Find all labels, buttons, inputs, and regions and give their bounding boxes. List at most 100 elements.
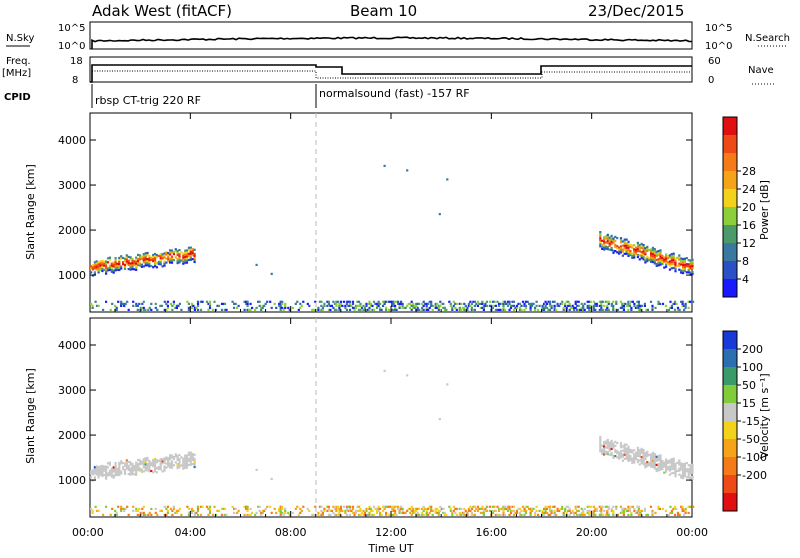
data-cell [627, 254, 630, 257]
data-cell [357, 304, 361, 307]
data-cell [642, 455, 645, 458]
data-cell [371, 513, 374, 516]
data-cell [443, 511, 446, 514]
data-cell [650, 459, 653, 462]
data-cell [523, 304, 526, 307]
data-cell [680, 271, 683, 274]
data-cell [640, 244, 643, 247]
data-cell [363, 511, 367, 514]
data-cell [529, 511, 532, 514]
data-cell [111, 507, 114, 510]
data-cell [616, 513, 619, 516]
data-cell [624, 507, 627, 510]
data-cell [638, 244, 641, 247]
data-cell [427, 513, 430, 516]
data-cell [422, 300, 425, 303]
data-cell [193, 308, 196, 311]
data-cell [553, 308, 556, 311]
data-cell [604, 308, 607, 311]
data-cell [300, 304, 303, 307]
data-cell [460, 507, 463, 510]
data-cell [651, 451, 655, 454]
data-cell [517, 302, 520, 305]
data-cell [524, 509, 528, 512]
velocity-colorbar-label: Velocity [m s⁻¹] [758, 373, 771, 458]
station-title: Adak West (fitACF) [92, 2, 232, 20]
data-cell [105, 465, 108, 468]
x-tick-label: 16:00 [475, 526, 507, 539]
data-cell [193, 256, 196, 260]
data-cell [683, 304, 686, 307]
data-cell [683, 265, 686, 268]
data-cell [118, 260, 121, 263]
data-cell [515, 306, 519, 309]
data-cell [466, 513, 469, 516]
data-cell [670, 466, 673, 469]
data-cell [672, 465, 675, 468]
data-cell [683, 462, 686, 465]
data-cell [371, 304, 374, 307]
data-cell [633, 453, 636, 456]
data-cell [425, 507, 428, 510]
data-cell [629, 456, 632, 460]
data-cell [689, 466, 692, 469]
data-cell [144, 254, 147, 257]
data-cell [463, 302, 466, 305]
data-cell [383, 507, 386, 510]
data-cell [155, 266, 158, 269]
data-cell [681, 302, 684, 305]
data-cell [497, 304, 501, 307]
data-cell [278, 509, 281, 512]
data-cell [360, 511, 364, 514]
data-cell [687, 267, 690, 270]
data-cell [528, 302, 531, 305]
data-cell [464, 509, 467, 512]
data-cell [278, 304, 281, 307]
data-cell [152, 253, 155, 257]
data-cell [655, 455, 658, 458]
data-cell [599, 446, 602, 449]
data-cell [631, 449, 634, 452]
data-cell [627, 455, 630, 458]
data-cell [637, 308, 640, 311]
data-cell [154, 259, 157, 262]
data-cell [129, 264, 132, 267]
data-cell [144, 467, 147, 470]
data-cell [284, 507, 287, 510]
data-cell [189, 455, 192, 458]
data-cell [583, 302, 586, 305]
data-cell [437, 513, 440, 516]
nsearch-label: N.Search [745, 33, 790, 44]
data-cell [135, 268, 138, 271]
data-cell [565, 511, 568, 514]
data-cell [105, 471, 108, 474]
data-cell [460, 308, 463, 311]
y-tick-label: 4000 [58, 134, 86, 147]
data-cell [176, 465, 179, 468]
data-cell [189, 252, 192, 255]
data-cell [653, 455, 656, 458]
data-cell [640, 250, 643, 254]
data-cell [672, 302, 675, 305]
data-cell [616, 245, 619, 248]
data-cell [628, 509, 631, 512]
data-cell [243, 513, 246, 516]
y-tick-label: 3000 [58, 384, 86, 397]
data-cell [163, 252, 166, 255]
data-cell [131, 261, 134, 265]
data-cell [550, 304, 553, 307]
data-cell [185, 257, 189, 260]
data-cell [445, 513, 448, 516]
data-cell [95, 471, 98, 474]
data-cell [653, 262, 656, 265]
data-cell [521, 505, 525, 508]
data-cell [499, 513, 502, 516]
data-cell [678, 513, 681, 516]
data-cell [657, 262, 660, 265]
data-cell [644, 458, 647, 461]
data-cell [644, 456, 647, 459]
data-cell [133, 260, 136, 263]
data-cell [196, 505, 200, 508]
data-cell [672, 254, 675, 257]
